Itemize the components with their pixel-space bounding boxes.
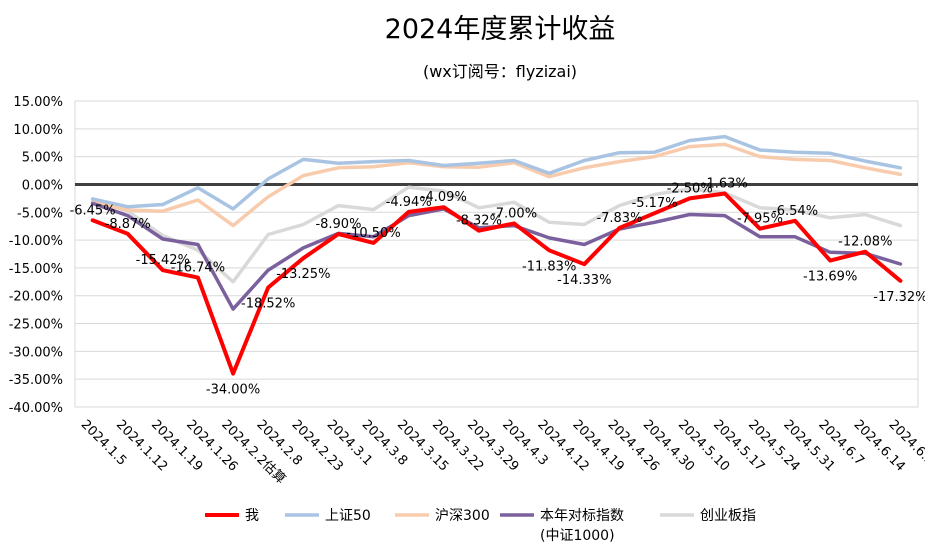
- series-line: [90, 134, 903, 211]
- data-label: -8.87%: [105, 217, 151, 232]
- data-label: -11.83%: [522, 259, 576, 274]
- y-tick-label: 15.00%: [13, 95, 63, 110]
- data-label: -7.00%: [491, 206, 537, 221]
- legend-label: (中证1000): [540, 528, 615, 544]
- y-tick-label: -30.00%: [9, 345, 63, 360]
- legend-label: 本年对标指数: [540, 508, 624, 524]
- data-label: -4.94%: [386, 195, 432, 210]
- y-tick-label: -40.00%: [9, 401, 63, 416]
- y-tick-label: 5.00%: [22, 151, 63, 166]
- data-label: -14.33%: [557, 273, 611, 288]
- data-label: -15.42%: [136, 253, 190, 268]
- y-tick-label: -10.00%: [9, 234, 63, 249]
- data-label: -13.69%: [803, 270, 857, 285]
- y-tick-label: -25.00%: [9, 318, 63, 333]
- y-tick-label: -5.00%: [17, 206, 63, 221]
- chart-title: 2024年度累计收益: [385, 14, 616, 45]
- chart-subtitle: (wx订阅号：flyzizai): [423, 62, 577, 81]
- y-tick-label: 0.00%: [22, 178, 63, 193]
- data-label: -6.54%: [772, 204, 818, 219]
- y-tick-label: 10.00%: [13, 123, 63, 138]
- data-label: -12.08%: [838, 235, 892, 250]
- series-line: [90, 185, 903, 284]
- legend-label: 上证50: [325, 508, 371, 524]
- data-label: -13.25%: [276, 267, 330, 282]
- y-tick-label: -35.00%: [9, 373, 63, 388]
- y-tick-label: -20.00%: [9, 290, 63, 305]
- plot-frame: [74, 100, 919, 408]
- legend-label: 创业板指: [700, 508, 756, 524]
- data-label: -7.83%: [596, 211, 642, 226]
- data-label: -6.45%: [70, 203, 116, 218]
- legend-label: 我: [245, 508, 259, 524]
- data-label: -4.09%: [421, 190, 467, 205]
- data-label: -1.63%: [702, 177, 748, 192]
- data-label: -5.17%: [632, 196, 678, 211]
- series-line: [90, 142, 903, 228]
- y-tick-label: -15.00%: [9, 262, 63, 277]
- data-label: -2.50%: [667, 181, 713, 196]
- legend-label: 沪深300: [435, 508, 490, 524]
- data-label: -7.95%: [737, 212, 783, 227]
- series-line: [90, 191, 903, 376]
- data-label: -18.52%: [241, 296, 295, 311]
- data-label: -16.74%: [171, 261, 225, 276]
- data-label: -10.50%: [346, 226, 400, 241]
- data-label: -8.90%: [315, 217, 361, 232]
- data-label: -34.00%: [206, 383, 260, 398]
- data-label: -8.32%: [456, 214, 502, 229]
- data-label: -17.32%: [873, 290, 925, 305]
